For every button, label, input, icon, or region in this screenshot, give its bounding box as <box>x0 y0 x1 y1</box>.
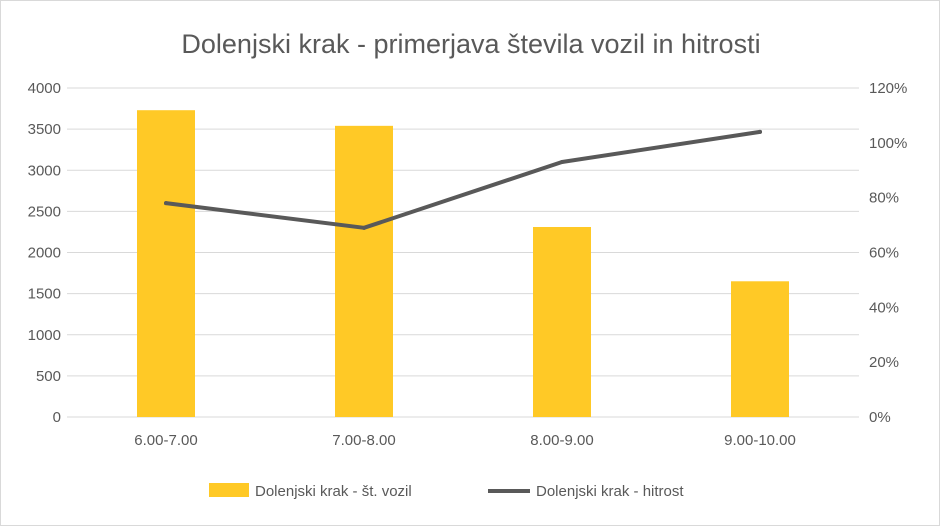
legend-label-line: Dolenjski krak - hitrost <box>536 483 684 500</box>
speed-line <box>164 129 762 230</box>
right-tick-label: 40% <box>869 299 899 316</box>
right-tick-label: 120% <box>869 80 907 97</box>
left-tick-label: 4000 <box>28 80 61 97</box>
bar-series <box>137 110 789 418</box>
right-tick-label: 0% <box>869 409 891 426</box>
gridlines <box>67 87 859 418</box>
category-tick-label: 8.00-9.00 <box>530 432 593 449</box>
left-axis-ticks: 0 500 1000 1500 2000 2500 3000 3500 4000 <box>28 80 61 426</box>
bar <box>533 227 591 417</box>
legend: Dolenjski krak - št. vozil Dolenjski kra… <box>209 483 684 500</box>
left-tick-label: 3500 <box>28 121 61 138</box>
left-tick-label: 0 <box>53 409 61 426</box>
left-tick-label: 1000 <box>28 327 61 344</box>
chart-title: Dolenjski krak - primerjava števila vozi… <box>181 29 760 59</box>
right-tick-label: 100% <box>869 135 907 152</box>
right-tick-label: 20% <box>869 354 899 371</box>
bar <box>137 110 195 418</box>
category-axis-ticks: 6.00-7.00 7.00-8.00 8.00-9.00 9.00-10.00 <box>134 432 796 449</box>
line-series <box>164 129 762 230</box>
bar <box>731 281 789 417</box>
category-tick-label: 6.00-7.00 <box>134 432 197 449</box>
category-tick-label: 7.00-8.00 <box>332 432 395 449</box>
right-tick-label: 80% <box>869 190 899 207</box>
left-tick-label: 2500 <box>28 203 61 220</box>
line-point <box>560 160 564 165</box>
left-tick-label: 3000 <box>28 162 61 179</box>
left-tick-label: 500 <box>36 368 61 385</box>
line-point <box>164 201 168 206</box>
legend-swatch-bars <box>209 483 249 497</box>
bar <box>335 125 393 418</box>
line-point <box>758 129 762 134</box>
line-point <box>362 225 366 230</box>
left-tick-label: 1500 <box>28 286 61 303</box>
right-tick-label: 60% <box>869 245 899 262</box>
left-tick-label: 2000 <box>28 245 61 262</box>
right-axis-ticks: 0% 20% 40% 60% 80% 100% 120% <box>869 80 907 426</box>
legend-label-bars: Dolenjski krak - št. vozil <box>255 483 412 500</box>
category-tick-label: 9.00-10.00 <box>724 432 796 449</box>
